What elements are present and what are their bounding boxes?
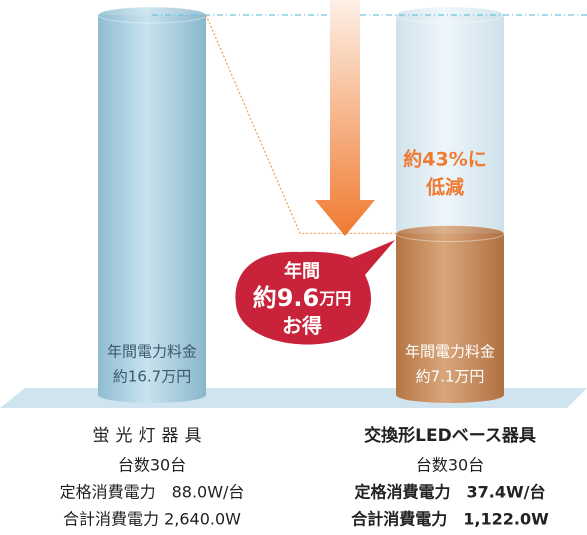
value-label: 約7.1万円 xyxy=(416,368,485,386)
savings-part: 約9.6 xyxy=(253,284,320,312)
value-label: 約16.7万円 xyxy=(113,368,191,386)
spec-line: 台数30台 xyxy=(416,456,484,475)
bar-part xyxy=(396,233,504,403)
bar-part xyxy=(98,15,206,403)
savings-line: 年間 xyxy=(284,260,320,282)
spec-line: 合計消費電力 2,640.0W xyxy=(63,510,241,529)
category-label: 蛍光灯器具 xyxy=(93,426,208,446)
savings-amount: 約9.6万円 xyxy=(253,284,352,312)
category-label: 交換形LEDベース器具 xyxy=(364,425,536,446)
savings-part: 万円 xyxy=(318,289,351,308)
value-label-title: 年間電力料金 xyxy=(107,343,197,361)
reduction-label: 約43%に xyxy=(403,148,486,171)
reduction-label: 低減 xyxy=(425,176,464,199)
bar-part xyxy=(395,224,505,242)
spec-line: 合計消費電力 1,122.0W xyxy=(351,510,549,529)
savings-line: お得 xyxy=(282,314,322,338)
savings-badge xyxy=(235,240,395,345)
bar xyxy=(395,224,505,403)
level-line xyxy=(205,14,396,235)
reduction-arrow xyxy=(315,0,375,236)
annotations: 約43%に低減 xyxy=(403,148,486,199)
value-label-title: 年間電力料金 xyxy=(405,343,495,361)
spec-line: 台数30台 xyxy=(118,456,186,475)
spec-line: 定格消費電力 37.4W/台 xyxy=(354,483,546,502)
spec-line: 定格消費電力 88.0W/台 xyxy=(60,483,245,502)
